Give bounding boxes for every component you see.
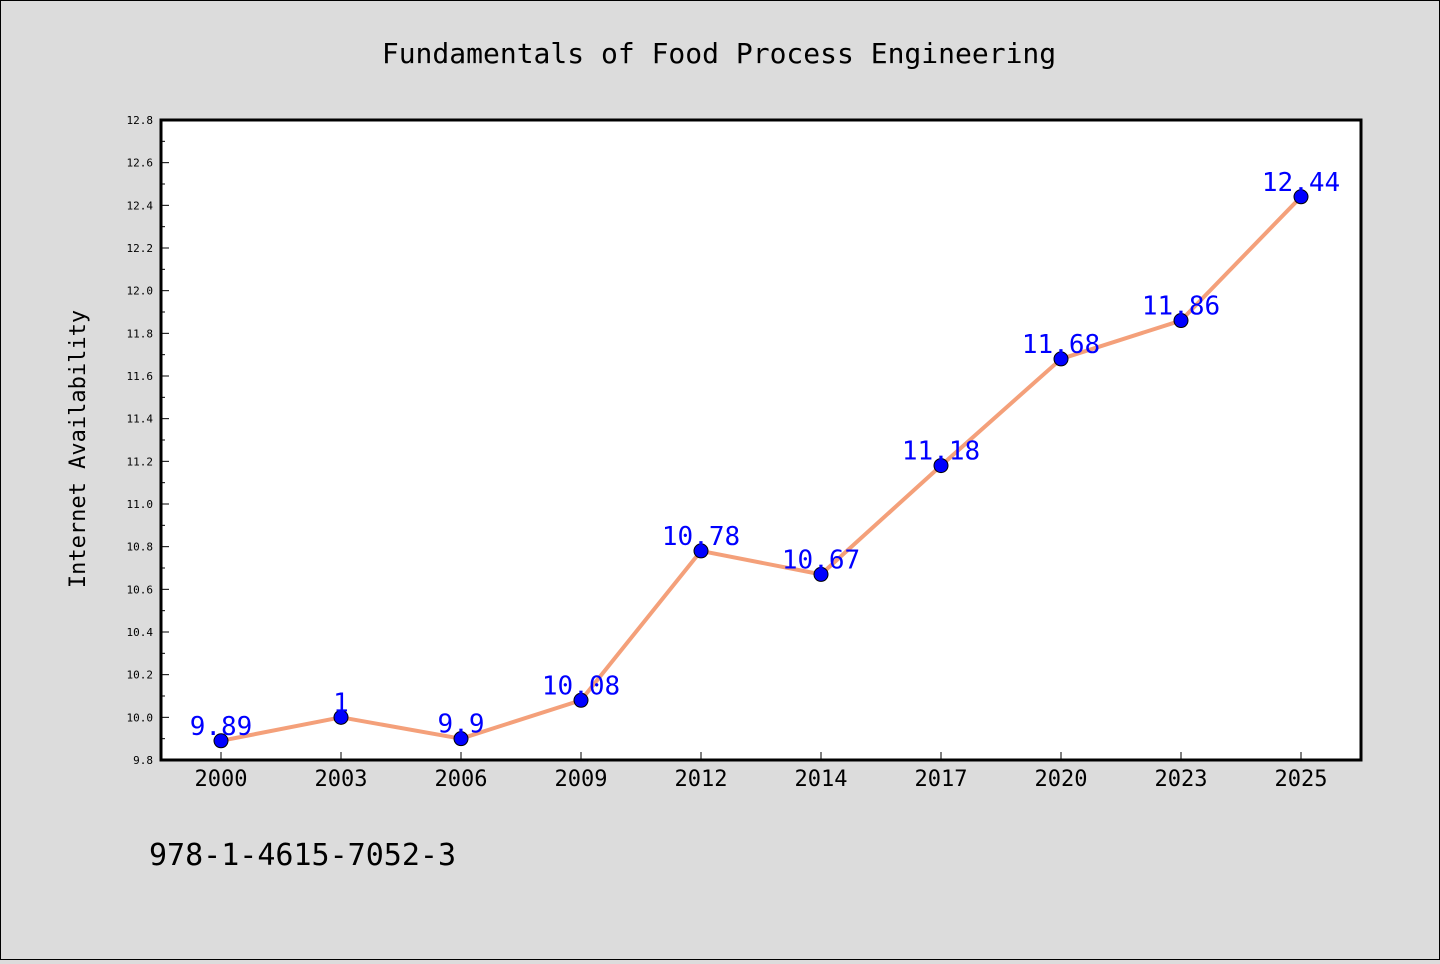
data-label: 11.86: [1142, 292, 1220, 322]
data-point: [573, 692, 589, 708]
data-point: [1053, 351, 1069, 367]
data-label: 1: [333, 688, 349, 718]
x-tick-label: 2009: [555, 767, 608, 792]
data-point: [1173, 313, 1189, 329]
data-point: [933, 458, 949, 474]
data-point: [813, 566, 829, 582]
y-tick-label: 10.8: [127, 541, 154, 554]
y-tick-label: 11.6: [127, 370, 154, 383]
data-point: [453, 731, 469, 747]
y-tick-label: 10.2: [127, 669, 154, 682]
y-tick-label: 12.0: [127, 285, 154, 298]
data-point: [213, 733, 229, 749]
data-label: 10.08: [542, 671, 620, 701]
data-point: [1293, 189, 1309, 205]
data-label: 12.44: [1262, 168, 1340, 198]
x-tick-label: 2023: [1155, 767, 1208, 792]
x-tick-label: 2017: [915, 767, 968, 792]
data-label: 11.68: [1022, 330, 1100, 360]
y-tick-label: 11.2: [127, 455, 154, 468]
y-tick-label: 12.4: [127, 199, 154, 212]
data-point: [693, 543, 709, 559]
series-group: 9.89 1 9.9 10.08 10.78 10.67 11.18 11.68 11.86 12…: [190, 168, 1340, 749]
y-axis-ticks: 9.8 10.0 10.2 10.4 10.6 10.8 11.0 11.2 11.4 11.6 1…: [127, 114, 169, 767]
y-axis-label: Internet Availability: [66, 310, 91, 588]
x-tick-label: 2025: [1275, 767, 1328, 792]
isbn-text: 978-1-4615-7052-3: [149, 838, 456, 873]
y-tick-label: 9.8: [133, 754, 153, 767]
y-tick-label: 10.4: [127, 626, 154, 639]
x-tick-label: 2006: [435, 767, 488, 792]
data-label: 9.9: [438, 710, 485, 740]
data-label: 10.67: [782, 545, 860, 575]
x-tick-label: 2012: [675, 767, 728, 792]
data-label: 9.89: [190, 712, 253, 742]
y-tick-label: 12.6: [127, 157, 154, 170]
series-line: [220, 195, 1303, 743]
data-label: 11.18: [902, 437, 980, 467]
x-tick-label: 2000: [195, 767, 248, 792]
y-tick-label: 11.0: [127, 498, 154, 511]
y-tick-label: 10.6: [127, 583, 154, 596]
x-tick-label: 2014: [795, 767, 848, 792]
data-label: 10.78: [662, 522, 740, 552]
chart-title: Fundamentals of Food Process Engineering: [382, 37, 1056, 70]
y-tick-label: 12.8: [127, 114, 154, 127]
x-tick-label: 2003: [315, 767, 368, 792]
x-axis-ticks: 2000 2003 2006 2009 2012 2014 2017 2020 2023 2025: [195, 752, 1328, 792]
data-point: [333, 709, 349, 725]
y-tick-label: 10.0: [127, 711, 154, 724]
plot-area: [159, 118, 1363, 762]
y-tick-label: 11.8: [127, 327, 154, 340]
y-tick-label: 11.4: [127, 413, 154, 426]
x-tick-label: 2020: [1035, 767, 1088, 792]
y-tick-label: 12.2: [127, 242, 154, 255]
